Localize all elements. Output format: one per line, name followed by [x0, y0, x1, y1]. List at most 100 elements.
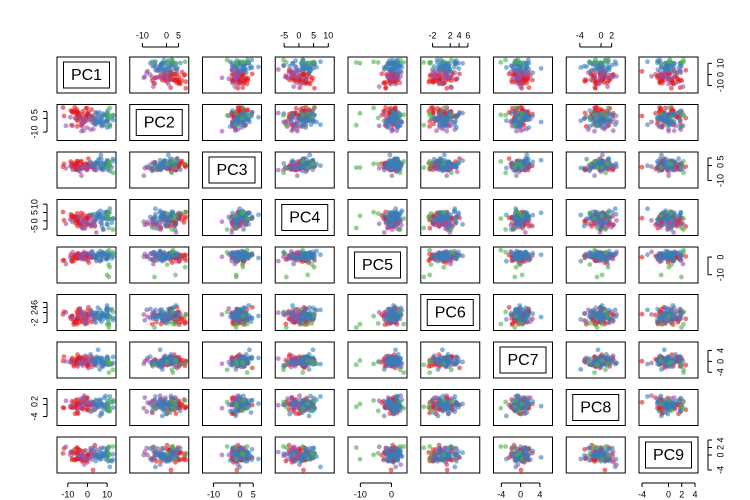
point-4-3-100 — [256, 212, 261, 218]
point-1-7-8 — [526, 85, 532, 91]
point-6-1-105 — [94, 312, 99, 318]
point-2-1-43 — [86, 110, 91, 115]
point-2-1-28 — [89, 107, 94, 112]
point-3-8-98 — [578, 165, 584, 171]
point-2-6-107 — [454, 125, 459, 130]
point-5-3-104 — [230, 254, 235, 260]
point-2-7-106 — [524, 114, 530, 119]
point-2-7-41 — [519, 105, 525, 110]
point-1-5-108 — [383, 64, 389, 70]
point-5-9-108 — [670, 257, 676, 263]
point-2-3-113 — [240, 105, 246, 111]
point-2-1-22 — [80, 109, 86, 114]
point-1-6-69 — [444, 73, 450, 79]
panel-2-1 — [56, 104, 117, 141]
point-1-2-28 — [179, 69, 185, 75]
point-1-2-114 — [164, 60, 170, 65]
variable-label-pc1: PC1 — [71, 67, 102, 84]
point-3-6-49 — [454, 169, 460, 175]
point-5-6-112 — [427, 272, 433, 278]
point-4-1-108 — [98, 219, 103, 225]
point-5-1-107 — [104, 256, 110, 262]
point-1-2-49 — [168, 76, 174, 82]
point-1-7-108 — [517, 64, 523, 70]
point-2-1-37 — [74, 107, 80, 113]
point-4-8-111 — [592, 216, 597, 222]
point-1-8-11 — [582, 79, 587, 84]
point-1-6-110 — [421, 60, 427, 65]
point-1-3-115 — [224, 57, 230, 63]
point-3-5-100 — [387, 152, 393, 158]
point-5-9-92 — [645, 252, 650, 258]
point-4-3-84 — [246, 222, 252, 227]
point-3-6-84 — [460, 158, 465, 164]
point-4-9-111 — [681, 216, 686, 222]
point-1-4-103 — [281, 63, 287, 69]
point-1-6-63 — [448, 84, 453, 90]
variable-label-pc5: PC5 — [362, 257, 393, 274]
point-2-9-114 — [669, 115, 674, 121]
point-5-3-54 — [219, 254, 225, 260]
point-1-8-62 — [596, 81, 601, 87]
point-2-5-112 — [357, 110, 363, 116]
point-3-5-113 — [371, 161, 376, 167]
point-2-8-108 — [602, 121, 608, 126]
point-1-5-39 — [379, 71, 385, 77]
point-2-7-110 — [512, 122, 518, 128]
point-2-1-106 — [99, 114, 104, 119]
point-2-4-110 — [283, 122, 289, 128]
point-2-1-69 — [81, 119, 87, 125]
point-4-9-115 — [681, 227, 686, 232]
point-4-1-115 — [110, 227, 116, 232]
point-1-4-68 — [290, 70, 296, 76]
point-5-6-63 — [448, 261, 453, 267]
point-1-7-98 — [504, 65, 509, 70]
point-1-5-112 — [357, 60, 363, 66]
point-1-2-71 — [168, 70, 174, 76]
point-6-1-113 — [107, 313, 113, 319]
point-5-9-69 — [649, 249, 654, 255]
point-1-5-89 — [397, 69, 403, 74]
point-6-2-92 — [153, 307, 158, 313]
point-3-5-63 — [376, 165, 382, 171]
point-3-6-115 — [448, 170, 454, 176]
point-3-4-114 — [309, 161, 315, 167]
point-5-6-110 — [421, 274, 427, 280]
point-4-2-105 — [156, 215, 162, 221]
variable-label-pc3: PC3 — [216, 162, 247, 179]
point-2-4-109 — [300, 117, 306, 123]
point-3-1-62 — [67, 163, 73, 169]
point-1-2-66 — [163, 73, 169, 79]
point-3-2-112 — [173, 165, 178, 171]
point-1-3-43 — [249, 71, 255, 77]
point-1-9-46 — [673, 80, 679, 86]
point-3-4-100 — [307, 152, 313, 158]
point-3-7-100 — [524, 152, 530, 158]
point-5-6-107 — [454, 256, 459, 262]
point-1-8-89 — [587, 69, 593, 74]
point-6-2-112 — [173, 321, 178, 327]
point-5-6-115 — [448, 249, 454, 255]
point-1-9-100 — [659, 64, 664, 70]
point-5-9-107 — [677, 256, 683, 262]
point-1-9-92 — [645, 59, 650, 65]
point-2-1-55 — [75, 115, 81, 121]
point-3-4-58 — [275, 167, 281, 173]
point-3-7-115 — [503, 170, 508, 176]
point-5-8-106 — [584, 253, 590, 258]
point-2-3-100 — [256, 114, 261, 120]
point-4-2-114 — [164, 211, 170, 216]
point-5-7-81 — [538, 252, 544, 258]
point-1-3-100 — [256, 64, 261, 70]
point-1-7-71 — [530, 70, 536, 76]
point-2-1-40 — [73, 111, 79, 116]
point-2-6-63 — [448, 123, 453, 129]
point-1-4-100 — [307, 64, 313, 70]
point-2-8-98 — [578, 118, 584, 124]
point-5-2-108 — [155, 257, 160, 263]
point-2-3-54 — [219, 128, 225, 134]
point-5-4-64 — [281, 254, 286, 260]
point-4-1-58 — [93, 230, 99, 235]
point-2-5-110 — [353, 122, 359, 128]
point-5-1-89 — [90, 249, 95, 255]
